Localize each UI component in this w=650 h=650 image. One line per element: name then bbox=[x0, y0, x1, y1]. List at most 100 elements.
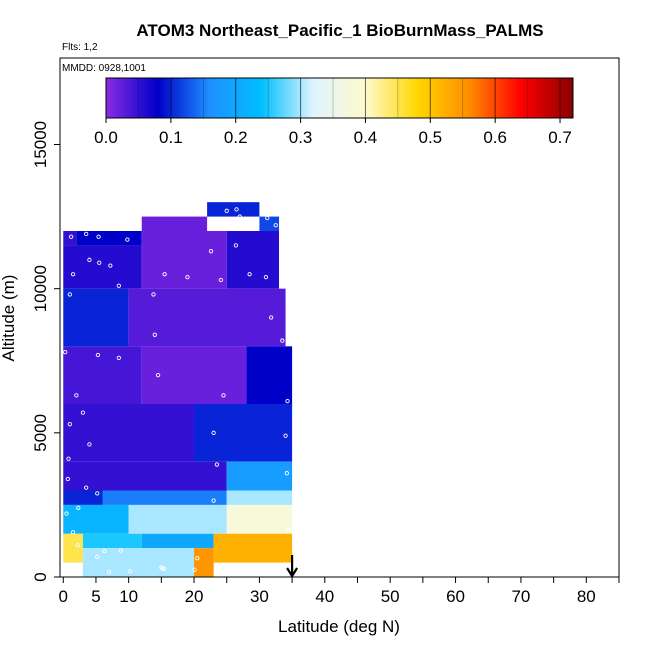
sample-marker bbox=[285, 398, 290, 404]
heatmap-cell bbox=[63, 404, 195, 462]
heatmap-cell bbox=[102, 490, 227, 505]
sample-marker bbox=[70, 530, 76, 535]
sample-marker bbox=[161, 566, 167, 572]
latitude-marker-arrow bbox=[286, 555, 299, 579]
sample-marker bbox=[216, 223, 222, 228]
heatmap-cell bbox=[82, 533, 142, 549]
sample-marker bbox=[221, 393, 226, 398]
heatmap-cell bbox=[63, 461, 227, 491]
heatmap-cell bbox=[63, 490, 103, 505]
sample-marker bbox=[280, 240, 286, 245]
sample-marker bbox=[74, 393, 79, 398]
heatmap-cell bbox=[246, 346, 293, 404]
sample-marker bbox=[218, 277, 223, 283]
heatmap-cell bbox=[141, 346, 247, 404]
sample-marker bbox=[192, 567, 197, 572]
sample-marker bbox=[273, 223, 278, 228]
colorbar-tick-label: 0.2 bbox=[224, 128, 248, 147]
x-axis: 0 5 10 20 30 40 50 60 70 80 bbox=[59, 577, 620, 606]
sample-marker bbox=[211, 430, 216, 435]
sample-marker bbox=[108, 263, 113, 268]
sample-marker bbox=[97, 260, 102, 265]
sample-marker bbox=[125, 237, 130, 242]
heatmap-cell bbox=[259, 216, 280, 231]
heatmap-cell bbox=[141, 231, 227, 289]
x-tick-label: 40 bbox=[315, 587, 334, 606]
heatmap-cells bbox=[63, 202, 293, 577]
chart-title: ATOM3 Northeast_Pacific_1 BioBurnMass_PA… bbox=[136, 21, 543, 40]
flights-label: Flts: 1,2 bbox=[62, 42, 98, 53]
sample-marker bbox=[102, 548, 107, 554]
sample-marker bbox=[95, 491, 100, 496]
x-tick-label: 60 bbox=[446, 587, 465, 606]
heatmap-cell bbox=[226, 231, 280, 289]
sample-marker bbox=[234, 207, 239, 212]
dates-label: MMDD: 0928,1001 bbox=[62, 63, 146, 74]
sample-marker bbox=[263, 274, 269, 280]
heatmap-cell bbox=[63, 533, 83, 563]
sample-marker bbox=[96, 234, 101, 239]
sample-marker bbox=[67, 422, 72, 427]
x-tick-label: 50 bbox=[381, 587, 400, 606]
sample-marker bbox=[75, 543, 80, 548]
heatmap-cell bbox=[128, 288, 286, 347]
sample-marker bbox=[106, 569, 112, 574]
sample-marker bbox=[286, 564, 291, 570]
x-tick-label: 5 bbox=[91, 587, 100, 606]
sample-marker bbox=[63, 349, 68, 355]
colorbar-tick-label: 0.5 bbox=[418, 128, 442, 147]
x-tick-label: 10 bbox=[119, 587, 138, 606]
x-tick-label: 30 bbox=[250, 587, 269, 606]
plot-frame bbox=[59, 57, 620, 578]
sample-marker bbox=[253, 217, 259, 222]
sample-marker bbox=[233, 243, 239, 248]
sample-marker bbox=[155, 373, 161, 378]
heatmap-cell bbox=[76, 231, 142, 246]
colorbar-tick-label: 0.7 bbox=[548, 128, 572, 147]
x-tick-label: 80 bbox=[577, 587, 596, 606]
sample-marker bbox=[66, 456, 71, 461]
sample-marker bbox=[247, 272, 252, 277]
sample-marker bbox=[65, 476, 70, 482]
y-axis: 0 5000 10000 15000 bbox=[31, 121, 60, 582]
y-tick-label: 0 bbox=[31, 572, 50, 581]
sample-marker bbox=[95, 554, 100, 559]
sample-marker bbox=[283, 433, 288, 438]
sample-marker bbox=[284, 471, 290, 476]
x-tick-label: 20 bbox=[185, 587, 204, 606]
heatmap-cell bbox=[194, 404, 293, 462]
sample-marker bbox=[214, 462, 220, 467]
heatmap-cell bbox=[63, 245, 142, 289]
y-tick-label: 15000 bbox=[31, 121, 50, 168]
sample-marker bbox=[67, 292, 72, 297]
heatmap-cell bbox=[194, 548, 214, 577]
y-tick-label: 10000 bbox=[31, 265, 50, 312]
heatmap-cell bbox=[226, 490, 293, 505]
sample-markers bbox=[63, 207, 291, 574]
sample-marker bbox=[118, 548, 123, 553]
colorbar-tick-label: 0.0 bbox=[94, 128, 118, 147]
sample-marker bbox=[116, 283, 121, 288]
marker-arrow-head bbox=[286, 567, 299, 579]
heatmap-cell bbox=[63, 504, 129, 534]
sample-marker bbox=[265, 215, 270, 221]
sample-marker bbox=[211, 498, 216, 503]
heatmap-cell bbox=[82, 548, 195, 577]
sample-marker bbox=[224, 208, 229, 213]
sample-marker bbox=[80, 410, 86, 415]
sample-marker bbox=[237, 214, 242, 219]
sample-marker bbox=[208, 249, 214, 254]
x-tick-label: 0 bbox=[59, 587, 68, 606]
sample-marker bbox=[127, 569, 133, 574]
sample-marker bbox=[280, 338, 285, 343]
sample-marker bbox=[87, 442, 92, 447]
sample-marker bbox=[286, 527, 291, 532]
sample-marker bbox=[162, 272, 167, 277]
heatmap-cell bbox=[226, 461, 293, 491]
sample-marker bbox=[269, 315, 274, 320]
sample-marker bbox=[70, 272, 76, 277]
sample-marker bbox=[84, 485, 89, 490]
sample-marker bbox=[195, 556, 200, 561]
